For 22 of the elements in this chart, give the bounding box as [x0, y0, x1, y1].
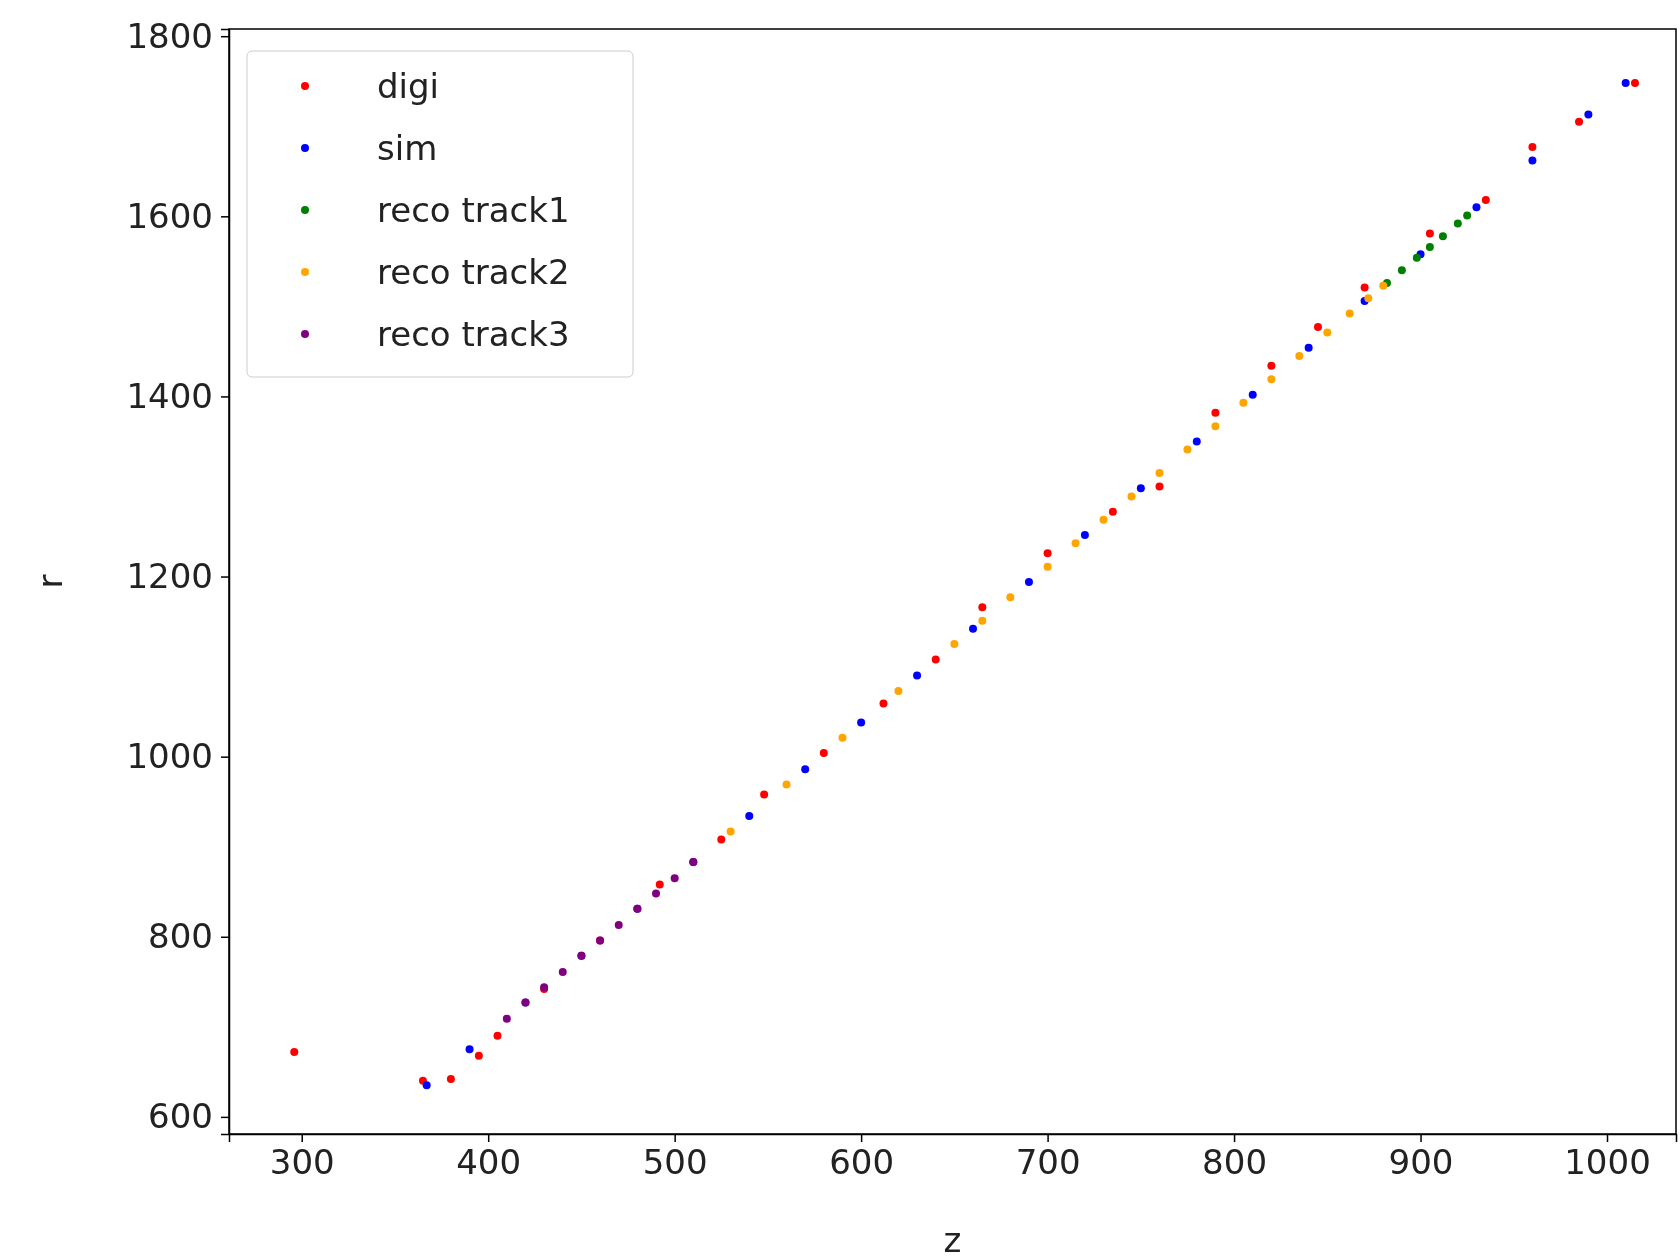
legend-label: reco track3	[377, 313, 570, 354]
y-tick-label: 1400	[126, 375, 213, 416]
y-tick-label: 1200	[126, 555, 213, 596]
x-tick-label: 500	[642, 1142, 708, 1183]
x-axis-title: z	[943, 1220, 962, 1257]
y-tick-label: 600	[148, 1096, 213, 1137]
y-tick-label: 1800	[126, 15, 213, 56]
x-tick-label: 700	[1015, 1142, 1081, 1183]
y-axis-title: r	[30, 574, 70, 589]
legend-label: digi	[377, 65, 440, 106]
x-tick-label: 600	[829, 1142, 895, 1183]
x-tick-label: 300	[269, 1142, 335, 1183]
x-tick-label: 900	[1388, 1142, 1454, 1183]
x-tick-label: 400	[456, 1142, 522, 1183]
y-tick-label: 1600	[126, 195, 213, 236]
y-tick-label: 1000	[126, 736, 213, 777]
legend-label: sim	[377, 127, 438, 168]
x-tick-label: 1000	[1564, 1142, 1651, 1183]
y-tick-label: 800	[148, 916, 213, 957]
legend-label: reco track2	[377, 251, 570, 292]
legend-label: reco track1	[377, 189, 570, 230]
x-tick-label: 800	[1202, 1142, 1268, 1183]
